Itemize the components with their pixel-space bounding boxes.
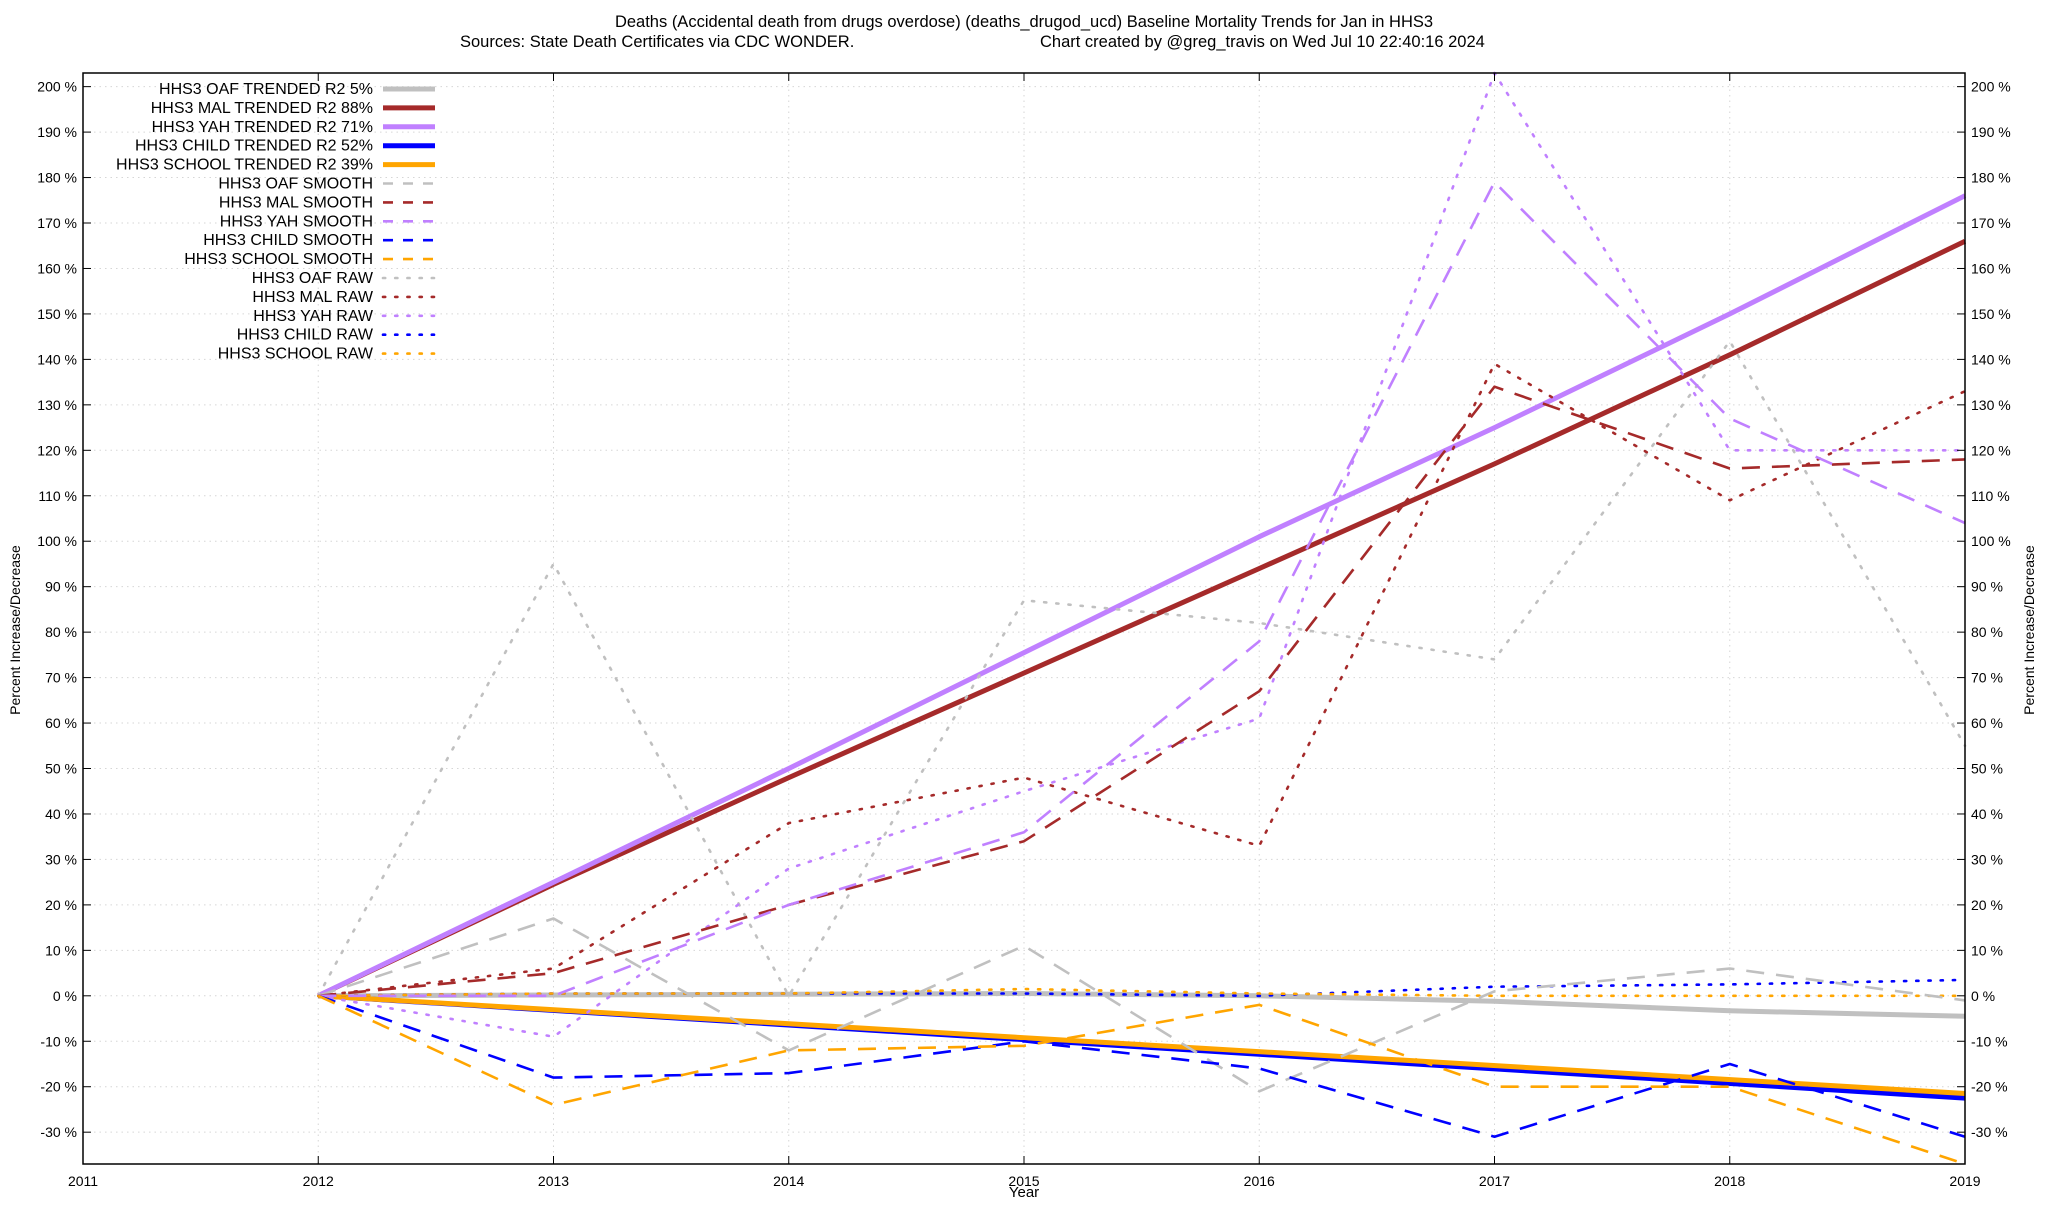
y-tick-label-right: 0 %: [1971, 988, 1995, 1004]
y-tick-label-left: 50 %: [45, 761, 77, 777]
y-tick-label-right: 30 %: [1971, 851, 2003, 867]
y-axis-title-right: Percent Increase/Decrease: [2021, 545, 2037, 715]
y-tick-label-left: 60 %: [45, 715, 77, 731]
y-tick-label-left: 20 %: [45, 897, 77, 913]
x-tick-label: 2018: [1714, 1173, 1745, 1189]
y-tick-label-left: 190 %: [37, 124, 77, 140]
y-tick-label-right: 130 %: [1971, 397, 2011, 413]
y-tick-label-right: 180 %: [1971, 170, 2011, 186]
x-axis-title: Year: [1009, 1184, 1039, 1200]
y-tick-label-right: 60 %: [1971, 715, 2003, 731]
y-tick-label-left: 140 %: [37, 351, 77, 367]
y-tick-label-right: 10 %: [1971, 942, 2003, 958]
legend-label-hhs3-yah-trended-r2: HHS3 YAH TRENDED R2 71%: [152, 119, 373, 136]
y-tick-label-right: 110 %: [1971, 488, 2010, 504]
series-lines: [316, 71, 1967, 1166]
y-tick-label-left: 130 %: [37, 397, 77, 413]
y-tick-label-right: 20 %: [1971, 897, 2003, 913]
legend-label-hhs3-mal-smooth: HHS3 MAL SMOOTH: [219, 194, 373, 211]
legend-label-hhs3-school-smooth: HHS3 SCHOOL SMOOTH: [184, 251, 373, 268]
y-tick-label-left: 150 %: [37, 306, 77, 322]
y-tick-label-right: 140 %: [1971, 351, 2011, 367]
legend-label-hhs3-oaf-raw: HHS3 OAF RAW: [252, 270, 374, 287]
legend-label-hhs3-school-raw: HHS3 SCHOOL RAW: [218, 346, 374, 363]
hhs3-school-smooth-line: [317, 994, 1966, 1166]
y-tick-label-left: 100 %: [37, 533, 77, 549]
y-tick-label-left: 120 %: [37, 442, 77, 458]
y-tick-label-right: -20 %: [1971, 1079, 2008, 1095]
x-tick-label: 2019: [1949, 1173, 1980, 1189]
x-tick-label: 2013: [538, 1173, 569, 1189]
y-tick-label-left: 170 %: [37, 215, 77, 231]
hhs3-mal-raw-line: [316, 362, 1967, 998]
hhs3-school-trended-r2-line: [318, 993, 1966, 1096]
legend-label-hhs3-oaf-trended-r2: HHS3 OAF TRENDED R2 5%: [159, 81, 373, 98]
legend-label-hhs3-oaf-smooth: HHS3 OAF SMOOTH: [218, 176, 373, 193]
y-tick-label-left: 70 %: [45, 670, 77, 686]
y-tick-label-right: 70 %: [1971, 670, 2003, 686]
chart-title-line1: Deaths (Accidental death from drugs over…: [615, 13, 1433, 31]
hhs3-oaf-raw-line: [316, 339, 1967, 998]
hhs3-child-smooth-line: [317, 994, 1966, 1138]
y-tick-label-left: -10 %: [40, 1033, 77, 1049]
legend-label-hhs3-yah-raw: HHS3 YAH RAW: [253, 308, 374, 325]
hhs3-mal-smooth-line: [318, 385, 1966, 998]
hhs3-yah-smooth-line: [318, 180, 1966, 998]
y-tick-label-right: 80 %: [1971, 624, 2003, 640]
hhs3-yah-raw-line: [316, 71, 1967, 1038]
legend-label-hhs3-school-trended-r2: HHS3 SCHOOL TRENDED R2 39%: [116, 157, 373, 174]
y-tick-label-right: 90 %: [1971, 579, 2003, 595]
y-tick-label-right: 150 %: [1971, 306, 2011, 322]
y-tick-label-right: -10 %: [1971, 1033, 2008, 1049]
x-tick-label: 2017: [1479, 1173, 1510, 1189]
chart-credit-text: Chart created by @greg_travis on Wed Jul…: [1040, 33, 1485, 51]
y-tick-label-left: 10 %: [45, 942, 77, 958]
y-tick-label-left: 0 %: [53, 988, 77, 1004]
hhs3-yah-trended-r2-line: [317, 193, 1967, 999]
legend-label-hhs3-yah-smooth: HHS3 YAH SMOOTH: [220, 213, 373, 230]
legend-label-hhs3-child-trended-r2: HHS3 CHILD TRENDED R2 52%: [135, 138, 373, 155]
y-tick-label-right: 190 %: [1971, 124, 2011, 140]
y-tick-label-right: 170 %: [1971, 215, 2011, 231]
legend: HHS3 OAF TRENDED R2 5% HHS3 MAL TRENDED R…: [116, 81, 437, 363]
x-tick-label: 2014: [773, 1173, 804, 1189]
y-tick-label-left: 180 %: [37, 170, 77, 186]
y-tick-label-left: 40 %: [45, 806, 77, 822]
y-tick-label-right: 200 %: [1971, 79, 2011, 95]
y-tick-label-left: 80 %: [45, 624, 77, 640]
y-tick-label-right: 120 %: [1971, 442, 2011, 458]
chart-source-text: Sources: State Death Certificates via CD…: [460, 33, 854, 51]
y-tick-label-left: 160 %: [37, 260, 77, 276]
x-tick-label: 2011: [68, 1173, 98, 1189]
y-tick-label-left: 30 %: [45, 851, 77, 867]
y-tick-label-left: 200 %: [37, 79, 77, 95]
hhs3-oaf-smooth-line: [317, 917, 1966, 1093]
y-tick-label-left: 90 %: [45, 579, 77, 595]
y-tick-label-right: -30 %: [1971, 1124, 2008, 1140]
y-tick-label-right: 40 %: [1971, 806, 2003, 822]
y-axis-title-left: Percent Increase/Decrease: [7, 545, 23, 715]
trend-lines: [317, 193, 1967, 1101]
y-tick-label-left: -20 %: [40, 1079, 77, 1095]
x-tick-label: 2016: [1244, 1173, 1275, 1189]
y-tick-label-right: 50 %: [1971, 761, 2003, 777]
legend-label-hhs3-mal-trended-r2: HHS3 MAL TRENDED R2 88%: [151, 100, 373, 117]
y-tick-label-left: 110 %: [38, 488, 77, 504]
x-tick-label: 2012: [303, 1173, 334, 1189]
legend-label-hhs3-child-smooth: HHS3 CHILD SMOOTH: [203, 232, 373, 249]
hhs3-mal-trended-r2-line: [317, 238, 1967, 999]
y-tick-label-right: 100 %: [1971, 533, 2011, 549]
legend-label-hhs3-mal-raw: HHS3 MAL RAW: [252, 289, 374, 306]
axis-ticks: -30 % -30 % -20 % -20 % -10 % -10 % 0 % 0 % 10 %…: [37, 73, 2011, 1189]
y-tick-label-left: -30 %: [40, 1124, 77, 1140]
y-tick-label-right: 160 %: [1971, 260, 2011, 276]
legend-label-hhs3-child-raw: HHS3 CHILD RAW: [237, 327, 374, 344]
x-tick-label: 2015: [1008, 1173, 1039, 1189]
